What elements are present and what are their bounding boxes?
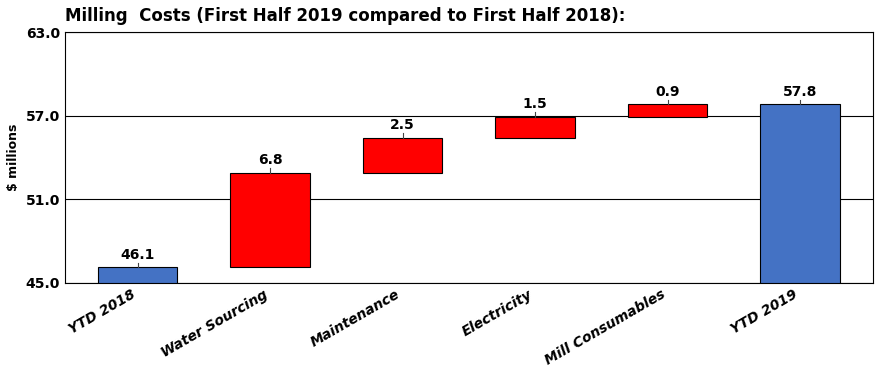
Text: 0.9: 0.9 — [656, 85, 680, 99]
Bar — [628, 105, 708, 117]
Text: 6.8: 6.8 — [258, 153, 282, 167]
Text: 2.5: 2.5 — [390, 118, 415, 132]
Text: Milling  Costs (First Half 2019 compared to First Half 2018):: Milling Costs (First Half 2019 compared … — [65, 7, 625, 25]
Bar — [231, 173, 310, 267]
Bar — [363, 138, 443, 173]
Text: 46.1: 46.1 — [121, 248, 155, 262]
Bar — [760, 105, 840, 283]
Bar — [98, 267, 178, 283]
Text: 57.8: 57.8 — [783, 85, 818, 99]
Bar — [495, 117, 575, 138]
Y-axis label: $ millions: $ millions — [7, 124, 20, 191]
Text: 1.5: 1.5 — [523, 98, 547, 111]
